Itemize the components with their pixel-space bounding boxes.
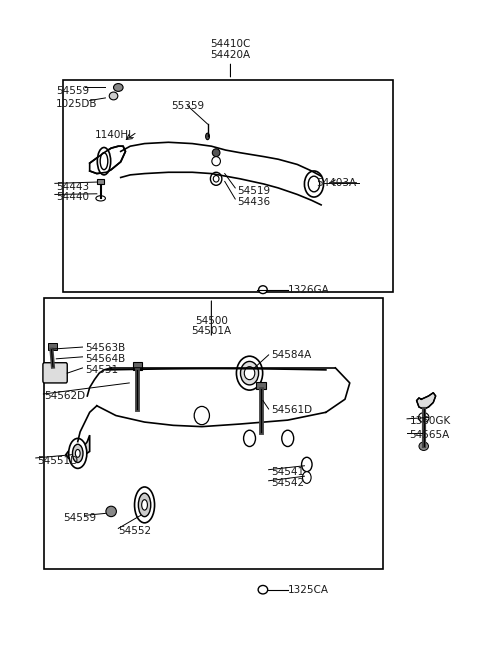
Ellipse shape	[100, 153, 108, 170]
Bar	[63, 80, 393, 291]
Ellipse shape	[72, 444, 83, 462]
Polygon shape	[417, 393, 436, 409]
Ellipse shape	[259, 286, 267, 293]
Text: 54564B: 54564B	[85, 354, 125, 364]
Ellipse shape	[213, 176, 219, 182]
Text: 1325CA: 1325CA	[288, 585, 329, 595]
Ellipse shape	[75, 449, 80, 457]
Text: 54559: 54559	[56, 86, 89, 96]
Polygon shape	[97, 367, 345, 425]
Text: 54561D: 54561D	[271, 405, 312, 415]
Ellipse shape	[237, 356, 263, 390]
Text: 1025DB: 1025DB	[56, 99, 98, 109]
Text: 1360GK: 1360GK	[409, 416, 451, 426]
Text: 54531: 54531	[85, 365, 118, 375]
Text: 54562D: 54562D	[44, 391, 85, 401]
Ellipse shape	[138, 493, 151, 517]
Ellipse shape	[302, 472, 311, 483]
Text: 1326GA: 1326GA	[288, 285, 329, 295]
Ellipse shape	[109, 92, 118, 100]
Text: 54541: 54541	[271, 467, 304, 477]
Ellipse shape	[142, 500, 147, 510]
Ellipse shape	[114, 84, 123, 92]
Text: 54559: 54559	[63, 513, 96, 523]
Ellipse shape	[210, 172, 222, 185]
Ellipse shape	[96, 196, 106, 201]
Text: 54443: 54443	[56, 181, 89, 192]
Ellipse shape	[212, 157, 220, 166]
Text: 55359: 55359	[171, 101, 204, 111]
Text: 54552: 54552	[118, 526, 151, 536]
Ellipse shape	[106, 506, 116, 517]
Bar	[48, 343, 57, 350]
Ellipse shape	[243, 430, 255, 447]
Ellipse shape	[419, 413, 429, 422]
Text: 54501A: 54501A	[192, 326, 231, 337]
Ellipse shape	[69, 438, 87, 468]
Text: 54410C: 54410C	[210, 39, 251, 48]
Ellipse shape	[134, 487, 155, 523]
Text: 1140HL: 1140HL	[95, 130, 134, 140]
Ellipse shape	[282, 430, 294, 447]
Text: 54551D: 54551D	[37, 456, 78, 466]
Bar	[44, 298, 383, 569]
Text: 54440: 54440	[56, 192, 89, 202]
Ellipse shape	[240, 362, 259, 385]
Ellipse shape	[304, 171, 324, 197]
FancyBboxPatch shape	[43, 363, 67, 383]
Ellipse shape	[97, 147, 111, 175]
Text: 54500: 54500	[195, 316, 228, 326]
Bar	[97, 179, 105, 184]
Ellipse shape	[194, 406, 209, 424]
Text: 54584A: 54584A	[271, 350, 311, 360]
Ellipse shape	[244, 367, 255, 380]
Bar	[132, 362, 142, 370]
Text: 54403A: 54403A	[316, 178, 357, 188]
Text: 54563B: 54563B	[85, 343, 125, 353]
Text: 54420A: 54420A	[210, 50, 251, 60]
Ellipse shape	[419, 442, 429, 451]
Polygon shape	[66, 435, 90, 459]
Text: 54565A: 54565A	[409, 430, 450, 440]
Text: 54542: 54542	[271, 477, 304, 488]
Polygon shape	[90, 146, 125, 174]
Text: 54519: 54519	[238, 185, 271, 196]
Ellipse shape	[212, 149, 220, 157]
Ellipse shape	[258, 586, 268, 594]
Ellipse shape	[205, 133, 209, 140]
Bar	[256, 382, 266, 390]
Ellipse shape	[301, 457, 312, 472]
Ellipse shape	[308, 176, 320, 192]
Text: 54436: 54436	[238, 196, 271, 206]
